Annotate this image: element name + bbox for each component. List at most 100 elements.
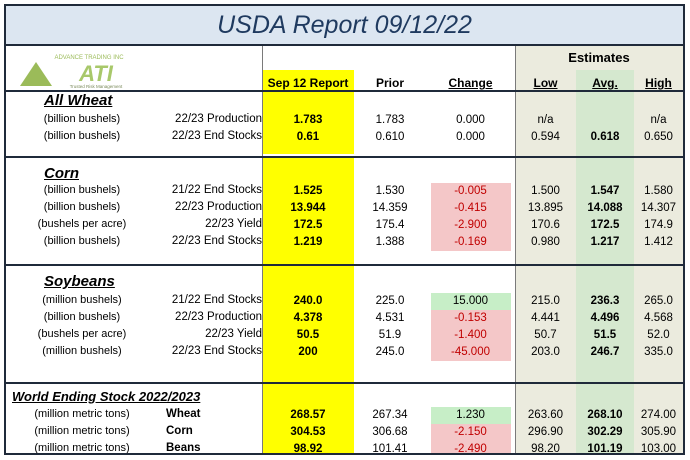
row-item: 22/23 Yield — [205, 328, 262, 340]
high-header: High — [645, 76, 672, 90]
cell-prior: 245.0 — [375, 346, 405, 358]
column-divider — [262, 46, 263, 453]
cell-avg: 101.19 — [587, 443, 623, 455]
cell-prior: 14.359 — [372, 202, 408, 214]
avg-header: Avg. — [592, 76, 618, 90]
report-column-fill — [262, 158, 354, 264]
cell-high: 14.307 — [640, 202, 677, 214]
cell-change: 15.000 — [452, 295, 489, 307]
row-item: 22/23 Production — [175, 311, 262, 323]
cell-low: 203.0 — [531, 346, 560, 358]
row-unit: (million bushels) — [42, 294, 122, 306]
cell-report: 200 — [298, 346, 318, 358]
change-highlight — [431, 200, 511, 217]
logo-triangle-icon — [20, 62, 52, 86]
cell-report: 50.5 — [296, 329, 320, 341]
cell-change: 0.000 — [456, 131, 485, 143]
cell-change: -2.900 — [454, 219, 487, 231]
cell-change: -2.150 — [454, 426, 487, 438]
cell-report: 1.783 — [293, 114, 323, 126]
cell-low: n/a — [537, 114, 554, 126]
report-title: USDA Report 09/12/22 — [217, 11, 472, 39]
cell-low: 0.594 — [531, 131, 560, 143]
row-unit: (billion bushels) — [43, 235, 121, 247]
cell-high: 265.0 — [644, 295, 673, 307]
change-highlight — [431, 344, 511, 361]
report-column-fill — [262, 70, 354, 154]
cell-prior: 306.68 — [372, 426, 408, 438]
row-unit: (million metric tons) — [34, 425, 130, 437]
cell-change: -0.169 — [454, 236, 487, 248]
section-divider — [6, 156, 683, 158]
cell-high: 1.580 — [644, 185, 673, 197]
logo-letters: ATI — [78, 61, 114, 86]
cell-low: 170.6 — [531, 219, 560, 231]
cell-prior: 0.610 — [375, 131, 405, 143]
cell-prior: 1.388 — [375, 236, 405, 248]
change-highlight — [431, 293, 511, 310]
cell-report: 268.57 — [290, 409, 326, 421]
cell-change: -2.490 — [454, 443, 487, 455]
report-table: USDA Report 09/12/22 ADVANCE TRADING INC… — [4, 4, 685, 455]
cell-low: 50.7 — [534, 329, 557, 341]
row-item: 22/23 Production — [175, 201, 262, 213]
change-highlight — [431, 234, 511, 251]
cell-prior: 51.9 — [378, 329, 402, 341]
section-divider — [6, 90, 683, 92]
sep-report-header: Sep 12 Report — [267, 76, 349, 90]
cell-report: 1.219 — [293, 236, 323, 248]
cell-low: 263.60 — [527, 409, 564, 421]
cell-prior: 1.783 — [375, 114, 405, 126]
cell-high: 4.568 — [644, 312, 673, 324]
cell-high: 335.0 — [644, 346, 673, 358]
change-highlight — [431, 441, 511, 453]
row-unit: (million bushels) — [42, 345, 122, 357]
cell-change: -45.000 — [450, 346, 490, 358]
row-unit: (billion bushels) — [43, 113, 121, 125]
low-header: Low — [533, 76, 558, 90]
change-highlight — [431, 183, 511, 200]
cell-avg: 246.7 — [590, 346, 620, 358]
sep-report-column-background — [262, 46, 354, 453]
column-divider — [515, 46, 516, 453]
cell-prior: 267.34 — [372, 409, 408, 421]
cell-low: 1.500 — [531, 185, 560, 197]
section-divider — [6, 382, 683, 384]
row-unit: (billion bushels) — [43, 311, 121, 323]
cell-change: 1.230 — [456, 409, 485, 421]
cell-change: -1.400 — [454, 329, 487, 341]
cell-avg: 172.5 — [590, 219, 620, 231]
change-highlight — [431, 407, 511, 424]
cell-low: 215.0 — [531, 295, 560, 307]
avg-column-background — [576, 70, 634, 453]
cell-avg: 51.5 — [593, 329, 617, 341]
ati-logo: ADVANCE TRADING INC ATI Trusted Risk Man… — [14, 52, 164, 89]
cell-low: 0.980 — [531, 236, 560, 248]
cell-high: 274.00 — [640, 409, 677, 421]
row-item: 21/22 End Stocks — [171, 184, 262, 196]
row-item: 22/23 End Stocks — [171, 235, 262, 247]
cell-change: -0.005 — [454, 185, 487, 197]
section-title-corn: Corn — [44, 165, 79, 182]
cell-prior: 175.4 — [375, 219, 405, 231]
logo-tagline: Trusted Risk Management — [70, 84, 123, 89]
cell-avg — [576, 112, 634, 129]
report-column-fill — [262, 384, 354, 453]
cell-report: 13.944 — [290, 202, 326, 214]
cell-prior: 225.0 — [375, 295, 405, 307]
cell-report: 1.525 — [293, 185, 323, 197]
cell-avg: 1.547 — [590, 185, 620, 197]
cell-change: -0.153 — [454, 312, 487, 324]
cell-avg: 14.088 — [587, 202, 623, 214]
section-title-world-ending-stock: World Ending Stock 2022/2023 — [12, 389, 201, 404]
change-header: Change — [448, 76, 493, 90]
change-highlight — [431, 310, 511, 327]
cell-prior: 1.530 — [375, 185, 405, 197]
section-title-all-wheat: All Wheat — [44, 92, 113, 109]
row-item: Wheat — [166, 408, 201, 420]
section-divider — [6, 264, 683, 266]
cell-report: 240.0 — [293, 295, 323, 307]
row-unit: (bushels per acre) — [37, 218, 127, 230]
cell-low: 296.90 — [527, 426, 564, 438]
report-column-fill — [262, 266, 354, 382]
